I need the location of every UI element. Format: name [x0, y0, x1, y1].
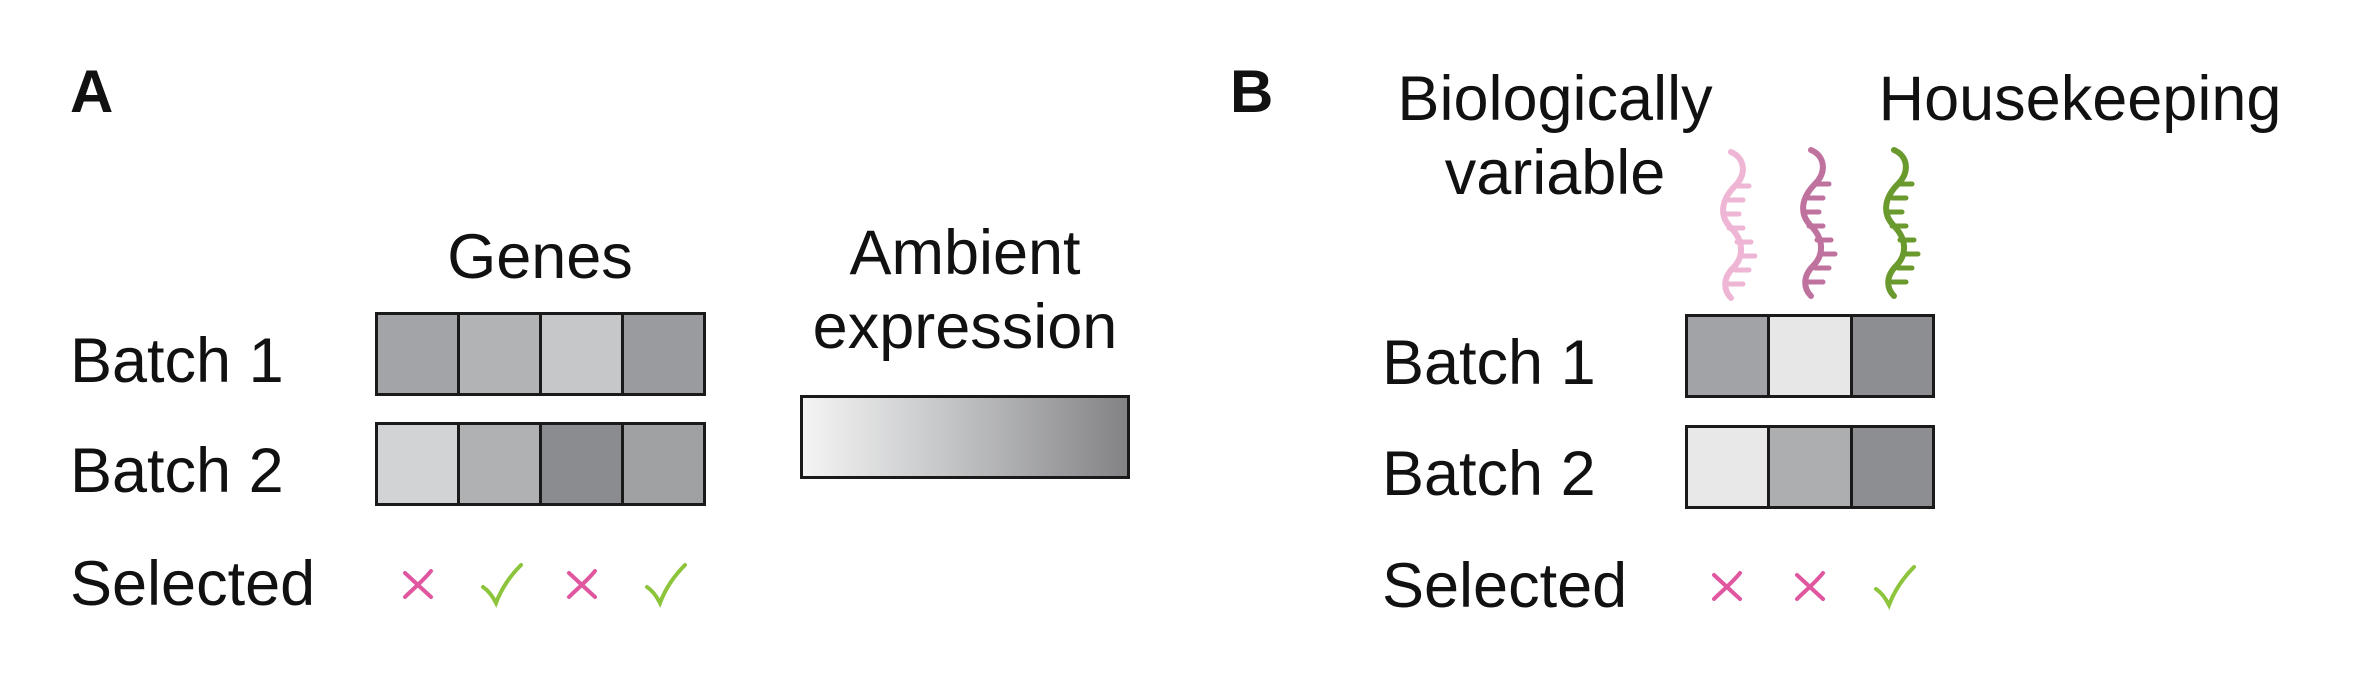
- panel-b-batch-1-gene-row: [1685, 314, 1935, 398]
- cross-icon: [1785, 561, 1835, 611]
- cross-icon: [1702, 561, 1752, 611]
- rna-strand-green-icon: [1868, 146, 1928, 298]
- panel-a-batch-1-cell-1: [378, 315, 460, 393]
- cross-icon: [393, 559, 443, 609]
- panel-a-batch-2-gene-row: [375, 422, 706, 506]
- panel-b-batch-2-cell-3: [1853, 428, 1932, 506]
- rna-strand-pink-icon: [1705, 148, 1765, 300]
- panel-b-batch-1-cell-2: [1770, 317, 1852, 395]
- panel-a-batch-2-cell-3: [542, 425, 624, 503]
- panel-a-batch-1-gene-row: [375, 312, 706, 396]
- check-icon: [639, 559, 689, 609]
- panel-b-batch-1-cell-1: [1688, 317, 1770, 395]
- panel-a-letter: A: [70, 62, 113, 122]
- panel-b-letter: B: [1230, 62, 1273, 122]
- check-icon: [1868, 561, 1918, 611]
- panel-a-selected-label: Selected: [70, 553, 315, 616]
- ambient-expression-header: Ambient expression: [790, 216, 1140, 365]
- panel-a-batch-1-cell-4: [624, 315, 703, 393]
- panel-a-batch-2-cell-2: [460, 425, 542, 503]
- panel-a-batch-1-cell-2: [460, 315, 542, 393]
- rna-strand-purple-icon: [1785, 146, 1845, 298]
- biologically-variable-header: Biologically variable: [1375, 62, 1735, 211]
- panel-b-batch-2-cell-1: [1688, 428, 1770, 506]
- panel-a-batch-2-cell-1: [378, 425, 460, 503]
- panel-a-batch-1-label: Batch 1: [70, 330, 284, 393]
- panel-a-batch-2-label: Batch 2: [70, 440, 284, 503]
- panel-b-batch-1-cell-3: [1853, 317, 1932, 395]
- genes-header: Genes: [420, 220, 660, 294]
- housekeeping-header: Housekeeping: [1860, 62, 2300, 136]
- cross-icon: [557, 559, 607, 609]
- panel-a-batch-2-cell-4: [624, 425, 703, 503]
- panel-b-batch-2-label: Batch 2: [1382, 443, 1596, 506]
- check-icon: [475, 559, 525, 609]
- panel-b-batch-2-cell-2: [1770, 428, 1852, 506]
- panel-a-batch-1-cell-3: [542, 315, 624, 393]
- panel-b-batch-1-label: Batch 1: [1382, 332, 1596, 395]
- ambient-expression-gradient-bar: [800, 395, 1130, 479]
- panel-b-selected-label: Selected: [1382, 555, 1627, 618]
- panel-b-batch-2-gene-row: [1685, 425, 1935, 509]
